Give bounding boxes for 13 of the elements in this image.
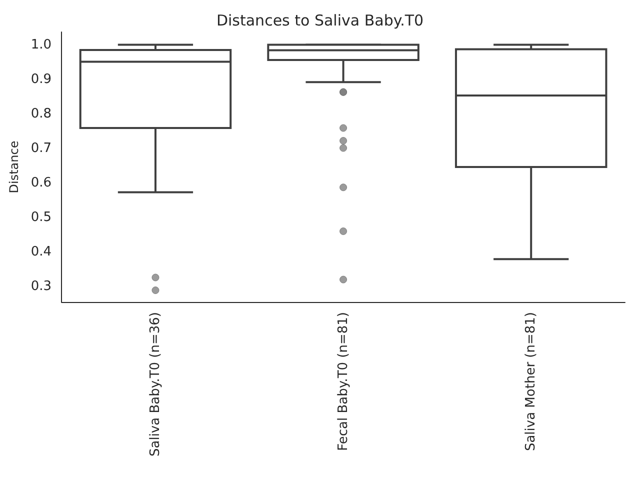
y-tick-label: 0.6	[30, 175, 52, 190]
y-tick-label: 0.9	[30, 72, 52, 87]
y-tick-label: 0.4	[30, 244, 52, 260]
x-tick-label: Fecal Baby.T0 (n=81)	[336, 312, 351, 451]
y-tick-label: 0.3	[30, 278, 52, 294]
y-tick-label: 0.8	[30, 106, 52, 122]
x-tick-label: Saliva Mother (n=81)	[524, 312, 539, 452]
chart-title: Distances to Saliva Baby.T0	[216, 12, 424, 30]
x-tick-label: Saliva Baby.T0 (n=36)	[148, 312, 163, 457]
y-tick-label: 1.0	[30, 37, 52, 52]
y-axis-title: Distance	[7, 140, 21, 194]
y-tick-label: 0.7	[30, 140, 52, 156]
y-tick-label: 0.5	[30, 210, 52, 225]
